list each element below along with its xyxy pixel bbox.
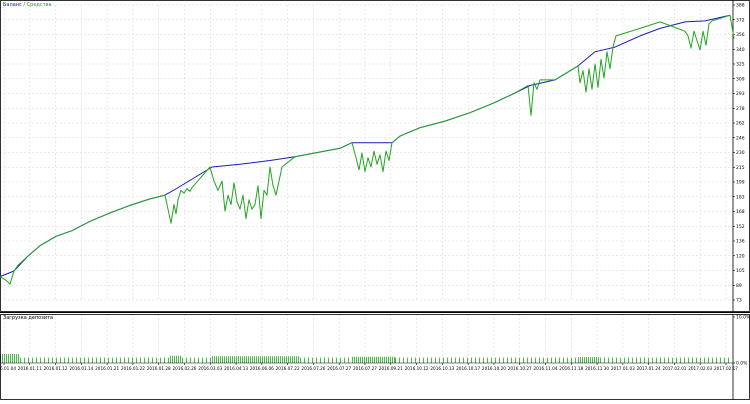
x-tick-label: 2017.02.01 bbox=[662, 366, 686, 371]
x-tick-label: 2016.10.20 bbox=[482, 366, 506, 371]
y-tick-label: 73 bbox=[736, 298, 742, 304]
x-tick-label: 2016.10.27 bbox=[508, 366, 532, 371]
x-tick-label: 2016.01.04 bbox=[0, 366, 16, 371]
y-tick-label: 0.0% bbox=[736, 361, 748, 367]
balance-equity-plot: 388 372 356 340 325 309 293 278 262 246 230 215 199 1… bbox=[0, 0, 750, 312]
x-tick-label: 2016.11.30 bbox=[585, 366, 609, 371]
x-tick-label: 2016.01.14 bbox=[69, 366, 93, 371]
deposit-load-chart: 10.0%0.0%2016.01.042016.01.112016.01.122… bbox=[0, 314, 750, 400]
y-tick-label: 89 bbox=[736, 283, 742, 289]
y-tick-label: 215 bbox=[736, 165, 745, 171]
y-tick-label: 388 bbox=[736, 3, 745, 9]
x-tick-label: 2016.01.11 bbox=[18, 366, 42, 371]
deposit-load-plot: 10.0%0.0%2016.01.042016.01.112016.01.122… bbox=[0, 314, 750, 400]
x-tick-label: 2016.07.27 bbox=[327, 366, 351, 371]
y-tick-label: 325 bbox=[736, 62, 745, 68]
deposit-load-title: Загрузка депозита bbox=[3, 315, 54, 321]
y-tick-label: 120 bbox=[736, 253, 745, 259]
y-tick-label: 262 bbox=[736, 121, 745, 127]
x-tick-label: 2016.01.22 bbox=[121, 366, 145, 371]
legend-separator: / bbox=[21, 2, 27, 8]
x-tick-label: 2016.01.21 bbox=[95, 366, 119, 371]
y-tick-label: 293 bbox=[736, 91, 745, 97]
x-tick-label: 2016.02.26 bbox=[173, 366, 197, 371]
x-tick-label: 2016.07.22 bbox=[276, 366, 300, 371]
x-tick-label: 2016.06.06 bbox=[250, 366, 274, 371]
x-tick-label: 2016.09.21 bbox=[379, 366, 403, 371]
y-tick-label: 136 bbox=[736, 239, 745, 245]
y-tick-label: 278 bbox=[736, 106, 745, 112]
x-tick-label: 2016.01.12 bbox=[44, 366, 68, 371]
y-tick-label: 356 bbox=[736, 32, 745, 38]
y-tick-label: 372 bbox=[736, 17, 745, 23]
x-tick-label: 2016.07.26 bbox=[301, 366, 325, 371]
equity-line bbox=[0, 14, 735, 285]
y-tick-label: 152 bbox=[736, 224, 745, 230]
x-tick-label: 2016.04.13 bbox=[224, 366, 248, 371]
y-tick-label: 168 bbox=[736, 209, 745, 215]
x-tick-label: 2016.11.04 bbox=[534, 366, 558, 371]
x-tick-label: 2016.03.03 bbox=[198, 366, 222, 371]
y-tick-label: 340 bbox=[736, 47, 745, 53]
x-tick-label: 2017.01.24 bbox=[637, 366, 661, 371]
y-tick-label: 105 bbox=[736, 268, 745, 274]
x-tick-label: 2016.10.13 bbox=[430, 366, 454, 371]
legend-balance: Баланс bbox=[3, 2, 22, 8]
x-tick-label: 2016.10.17 bbox=[456, 366, 480, 371]
x-tick-label: 2016.11.18 bbox=[559, 366, 583, 371]
x-tick-label: 2016.10.12 bbox=[405, 366, 429, 371]
chart-legend: Баланс / Средства bbox=[3, 2, 52, 8]
x-tick-label: 2016.07.27 bbox=[353, 366, 377, 371]
y-tick-label: 199 bbox=[736, 180, 745, 186]
panel-divider bbox=[0, 312, 750, 313]
x-tick-label: 2017.02.17 bbox=[714, 366, 738, 371]
x-tick-label: 2016.01.28 bbox=[147, 366, 171, 371]
x-tick-label: 2017.02.03 bbox=[688, 366, 712, 371]
legend-equity: Средства bbox=[26, 2, 52, 8]
y-tick-label: 246 bbox=[736, 135, 745, 141]
x-tick-label: 2017.01.03 bbox=[611, 366, 635, 371]
y-tick-label: 183 bbox=[736, 194, 745, 200]
y-tick-label: 309 bbox=[736, 76, 745, 82]
sub-frame bbox=[0, 314, 750, 400]
balance-equity-chart: 388 372 356 340 325 309 293 278 262 246 230 215 199 1… bbox=[0, 0, 750, 312]
y-tick-label: 10.0% bbox=[736, 315, 750, 321]
y-tick-label: 230 bbox=[736, 150, 745, 156]
